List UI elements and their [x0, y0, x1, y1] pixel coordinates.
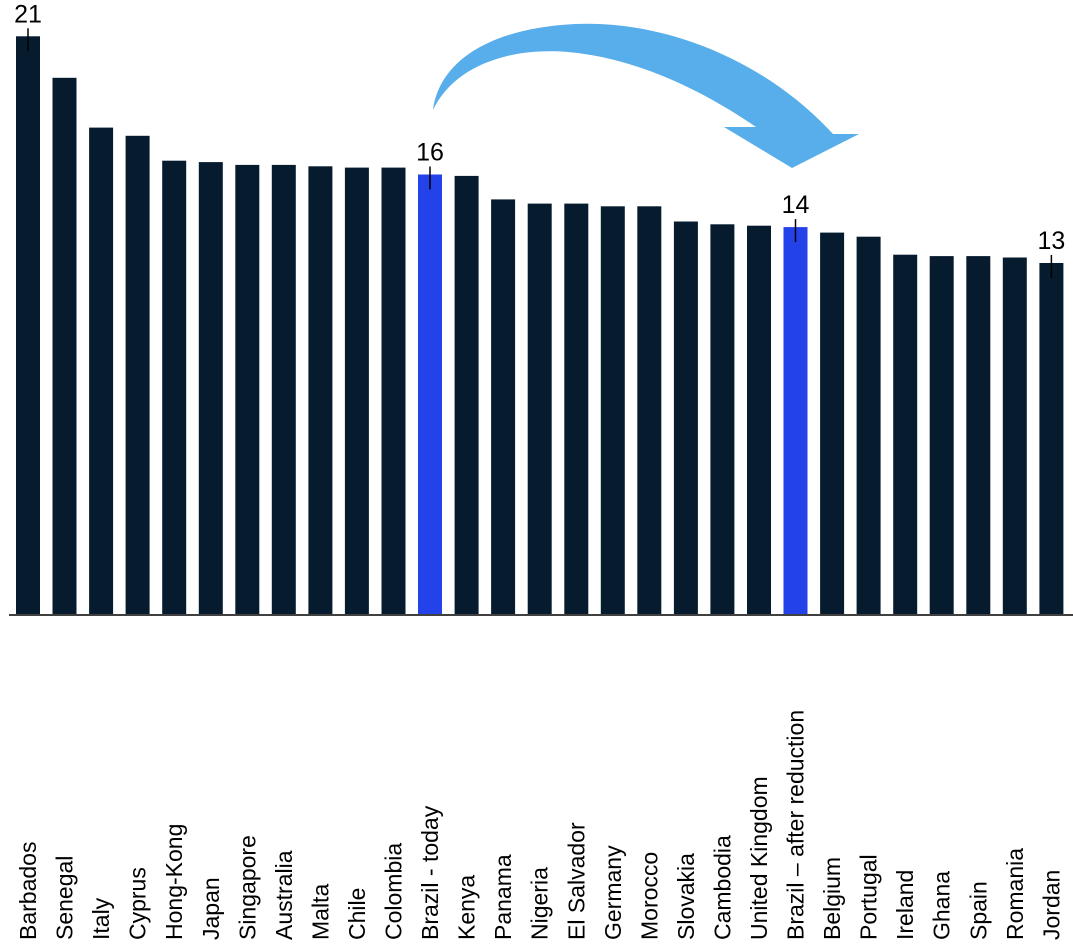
category-label-panama: Panama [490, 854, 516, 940]
bar-ireland [893, 254, 918, 614]
category-label-chile: Chile [344, 888, 370, 940]
bar-belgium [820, 232, 845, 614]
category-label-colombia: Colombia [381, 843, 407, 940]
bar-ghana [929, 256, 954, 614]
bar-malta [308, 166, 333, 615]
category-label-brazil-after-reduction: Brazil – after reduction [783, 710, 809, 940]
bar-jordan [1039, 263, 1064, 614]
bar-colombia [381, 167, 406, 614]
category-label-cambodia: Cambodia [709, 835, 735, 940]
category-label-portugal: Portugal [856, 854, 882, 940]
category-label-morocco: Morocco [636, 852, 662, 940]
bar-barbados [16, 36, 40, 615]
category-label-australia: Australia [271, 850, 297, 940]
bar-el-salvador [564, 203, 589, 614]
bar-brazil-after-reduction [783, 227, 808, 614]
category-label-singapore: Singapore [234, 835, 260, 940]
category-label-slovakia: Slovakia [673, 853, 699, 940]
category-label-romania: Romania [1002, 848, 1028, 940]
bar-hong-kong [162, 160, 187, 614]
bar-slovakia [673, 221, 698, 614]
category-label-italy: Italy [88, 897, 114, 940]
bar-spain [966, 256, 991, 614]
category-label-ireland: Ireland [892, 870, 918, 940]
category-label-kenya: Kenya [454, 875, 480, 940]
data-label-jordan: 13 [1037, 227, 1065, 255]
data-label-brazil-after-reduction: 14 [782, 191, 810, 219]
marker-group [27, 28, 1053, 278]
category-label-japan: Japan [198, 877, 224, 940]
category-label-cyprus: Cyprus [125, 867, 151, 940]
category-label-hong-kong: Hong-Kong [161, 824, 187, 940]
bar-senegal [52, 77, 77, 615]
bar-japan [198, 162, 223, 614]
bar-united-kingdom [747, 225, 771, 614]
bar-romania [1002, 257, 1027, 614]
bar-morocco [637, 206, 662, 615]
category-label-brazil-today: Brazil - today [417, 805, 443, 940]
bars-group [16, 36, 1064, 615]
category-label-united-kingdom: United Kingdom [746, 776, 772, 940]
bar-cyprus [125, 135, 150, 615]
reduction-arrow [433, 23, 859, 169]
data-label-brazil-today: 16 [416, 139, 444, 167]
bar-cambodia [710, 224, 735, 615]
category-label-spain: Spain [965, 881, 991, 940]
bar-germany [600, 206, 625, 615]
data-label-barbados: 21 [14, 0, 42, 28]
bar-portugal [856, 236, 881, 614]
bar-italy [89, 127, 114, 614]
bar-australia [271, 164, 296, 614]
category-label-senegal: Senegal [52, 856, 78, 940]
bar-chile [344, 167, 369, 614]
category-label-el-salvador: El Salvador [563, 822, 589, 940]
category-label-jordan: Jordan [1038, 870, 1064, 940]
category-label-malta: Malta [307, 884, 333, 940]
category-label-belgium: Belgium [819, 857, 845, 940]
data-labels-group: 21 16 14 13 [14, 0, 1065, 255]
bar-nigeria [527, 203, 552, 614]
bar-brazil-today [418, 174, 442, 614]
category-label-nigeria: Nigeria [527, 867, 553, 940]
bar-kenya [454, 175, 479, 614]
category-label-germany: Germany [600, 845, 626, 940]
bar-singapore [235, 164, 260, 614]
bar-panama [491, 199, 516, 614]
category-labels-group: Barbados Senegal Italy Cyprus Hong-Kong Japan… [15, 710, 1064, 940]
category-label-barbados: Barbados [15, 842, 41, 940]
category-label-ghana: Ghana [929, 871, 955, 940]
